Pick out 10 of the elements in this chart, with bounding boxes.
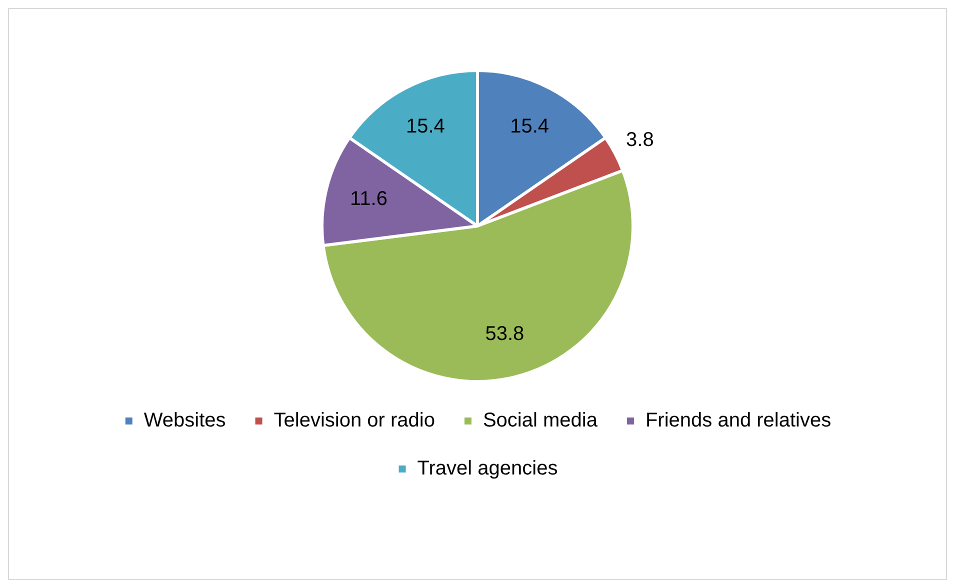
legend-label: Social media <box>482 410 598 432</box>
legend-label: Television or radio <box>274 410 435 432</box>
data-label: 3.8 <box>626 129 654 152</box>
data-label: 11.6 <box>350 188 388 210</box>
data-label: 15.4 <box>406 115 445 138</box>
data-label: 15.4 <box>510 115 550 138</box>
legend-label: Friends and relatives <box>645 410 832 432</box>
legend-label: Travel agencies <box>417 458 558 480</box>
legend-label: Websites <box>144 410 226 432</box>
data-label: 53.8 <box>485 323 524 346</box>
